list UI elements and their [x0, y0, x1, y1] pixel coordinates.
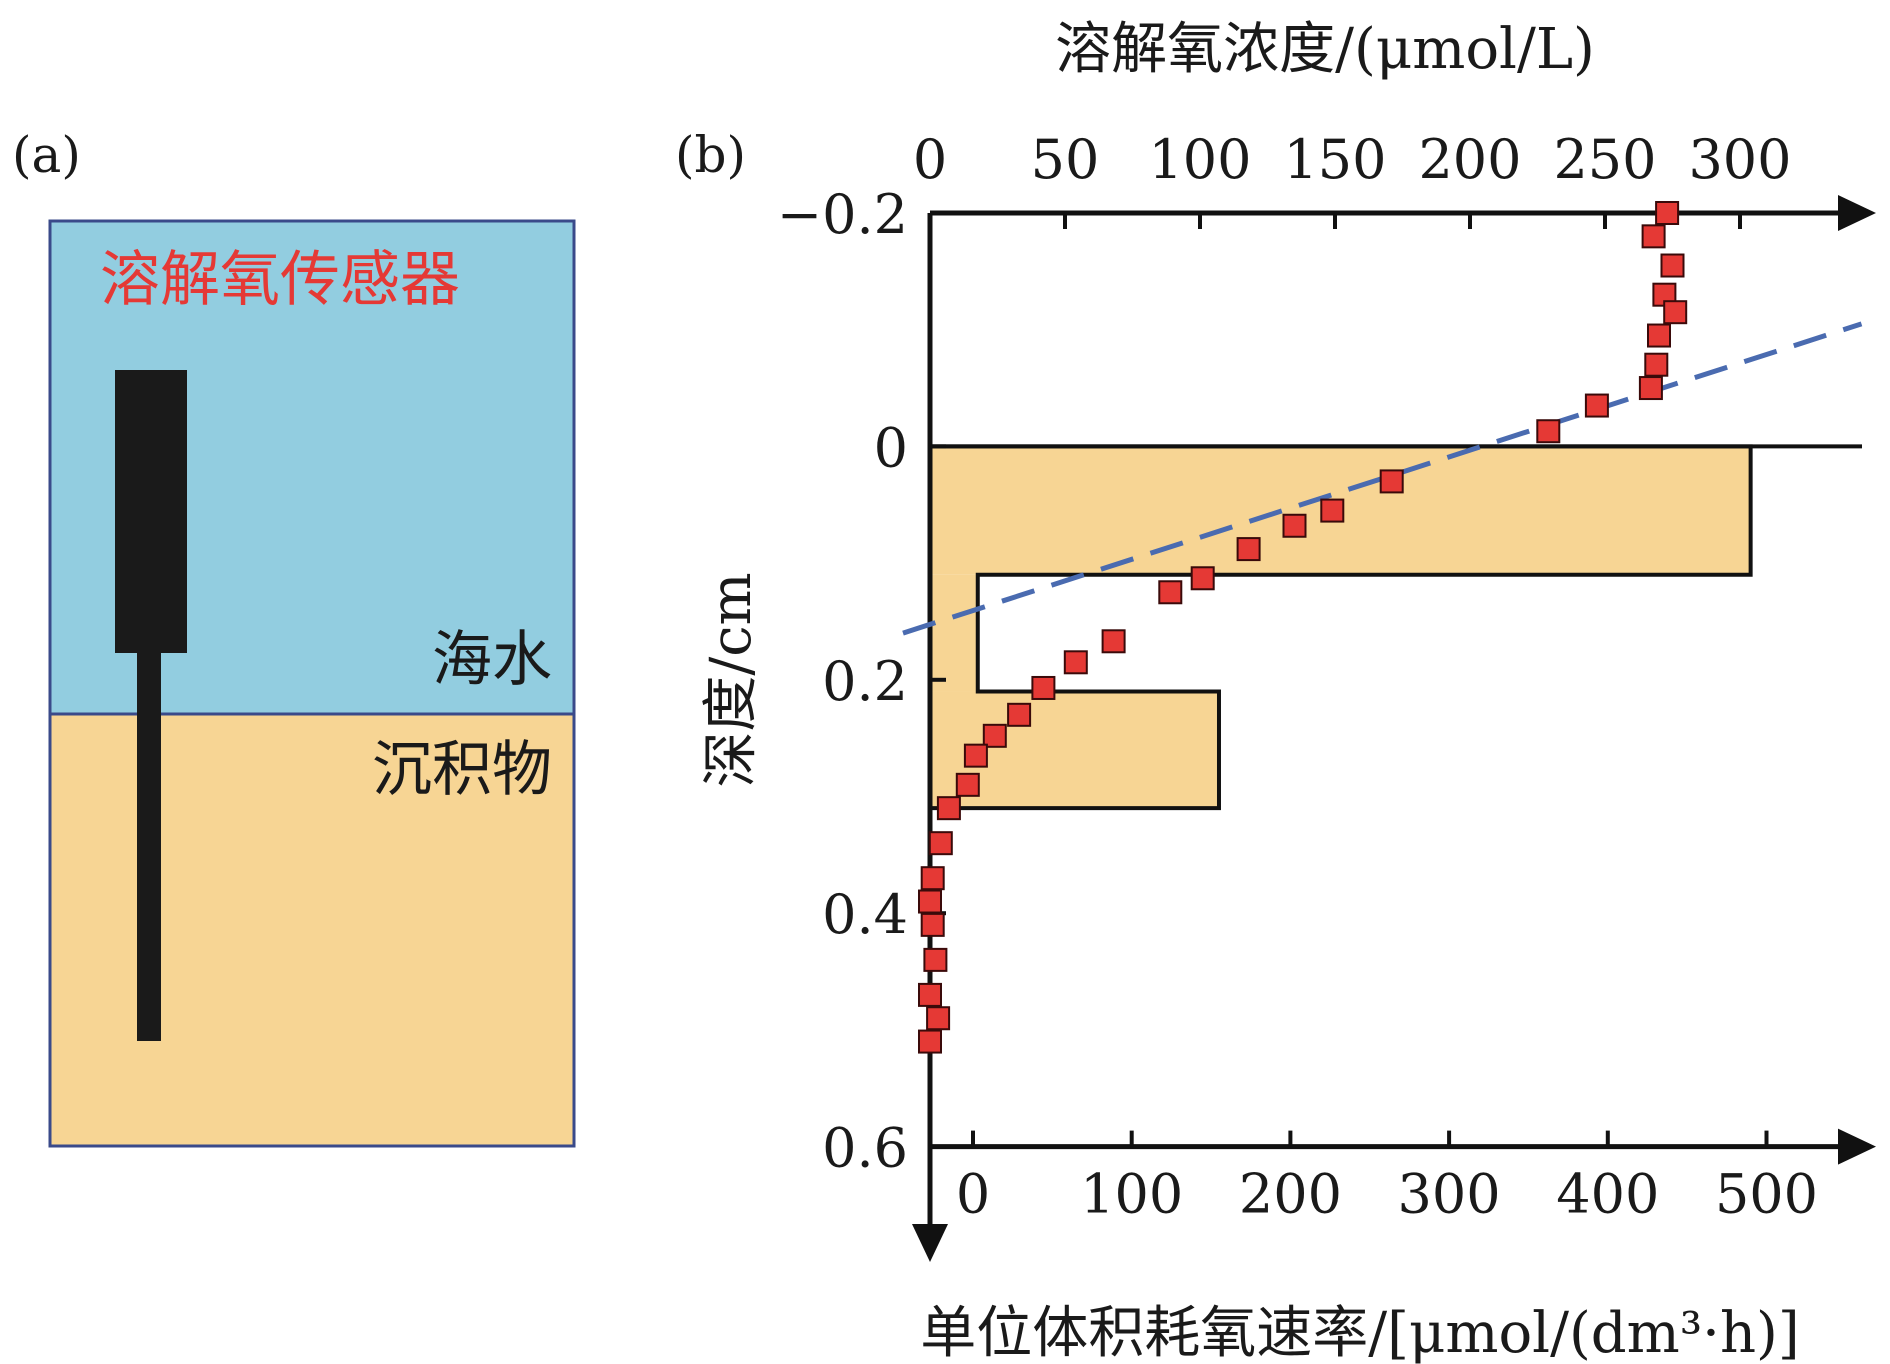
depth-axis-arrow — [912, 1224, 948, 1262]
top-tick-label-0: 0 — [913, 128, 947, 191]
depth-tick-label-4: 0.6 — [822, 1117, 908, 1180]
bottom-tick-label-5: 500 — [1715, 1163, 1818, 1226]
oxygen-point-2 — [1660, 253, 1685, 278]
top-tick-label-2: 100 — [1148, 128, 1251, 191]
oxygen-point-11 — [1320, 498, 1345, 523]
oxygen-point-4 — [1663, 300, 1688, 325]
oxygen-point-17 — [1063, 650, 1088, 675]
oxygen-point-22 — [955, 772, 980, 797]
panel-b-label: (b) — [675, 126, 746, 184]
top-axis-title: 溶解氧浓度/(μmol/L) — [1055, 17, 1595, 82]
top-tick-label-3: 150 — [1283, 128, 1386, 191]
oxygen-point-28 — [923, 947, 948, 972]
top-tick-label-4: 200 — [1418, 128, 1521, 191]
panel-a-label: (a) — [12, 126, 81, 184]
bottom-tick-label-1: 100 — [1080, 1163, 1183, 1226]
top-tick-label-6: 300 — [1688, 128, 1791, 191]
oxygen-point-10 — [1379, 469, 1404, 494]
oxygen-point-14 — [1190, 566, 1215, 591]
oxygen-point-30 — [926, 1006, 951, 1031]
oxygen-point-29 — [918, 982, 942, 1007]
bottom-tick-label-0: 0 — [956, 1163, 990, 1226]
oxygen-point-15 — [1158, 580, 1183, 605]
sediment-label: 沉积物 — [372, 735, 552, 805]
oxygen-point-0 — [1655, 201, 1680, 225]
bottom-tick-label-3: 300 — [1398, 1163, 1501, 1226]
top-tick-label-1: 50 — [1031, 128, 1100, 191]
left-axis-title: 深度/cm — [699, 572, 764, 787]
depth-tick-label-1: 0 — [874, 416, 908, 479]
oxygen-point-26 — [918, 889, 942, 914]
rate-bar-1 — [930, 574, 978, 692]
bottom-tick-label-2: 200 — [1239, 1163, 1342, 1226]
oxygen-point-8 — [1584, 393, 1609, 418]
oxygen-point-16 — [1101, 629, 1126, 654]
oxygen-point-31 — [918, 1029, 942, 1054]
depth-tick-label-2: 0.2 — [822, 650, 908, 713]
oxygen-point-24 — [928, 831, 953, 856]
rate-step-outline — [930, 444, 1753, 811]
fit-dashed-line — [902, 321, 1863, 636]
bottom-axis-arrow — [1838, 1128, 1876, 1165]
oxygen-point-6 — [1644, 352, 1669, 377]
oxygen-point-18 — [1031, 675, 1056, 700]
bottom-axis-title: 单位体积耗氧速率/[μmol/(dm³·h)] — [920, 1301, 1800, 1364]
oxygen-point-25 — [920, 866, 945, 891]
top-tick-label-5: 250 — [1553, 128, 1656, 191]
oxygen-point-7 — [1638, 376, 1663, 401]
sensor-probe — [137, 653, 161, 1041]
bottom-tick-label-4: 400 — [1556, 1163, 1659, 1226]
oxygen-point-1 — [1641, 224, 1666, 249]
depth-tick-label-0: −0.2 — [777, 183, 908, 246]
oxygen-point-5 — [1647, 323, 1671, 348]
panel-a: (a) 溶解氧传感器 海水 沉积物 — [12, 126, 576, 1148]
oxygen-point-13 — [1236, 537, 1261, 562]
panel-b: (b) 溶解氧浓度/(μmol/L) 单位体积耗氧速率/[μmol/(dm³·h… — [675, 17, 1800, 1364]
depth-tick-label-3: 0.4 — [822, 883, 908, 946]
oxygen-point-27 — [920, 912, 945, 937]
seawater-label: 海水 — [432, 625, 552, 695]
oxygen-point-19 — [1007, 702, 1032, 727]
oxygen-point-21 — [963, 743, 988, 768]
oxygen-point-20 — [982, 723, 1007, 748]
oxygen-point-12 — [1282, 513, 1307, 538]
oxygen-point-9 — [1536, 419, 1561, 444]
top-axis-arrow — [1838, 195, 1876, 231]
sensor-label: 溶解氧传感器 — [100, 245, 460, 315]
oxygen-point-23 — [936, 796, 961, 821]
sensor-body — [115, 370, 187, 653]
